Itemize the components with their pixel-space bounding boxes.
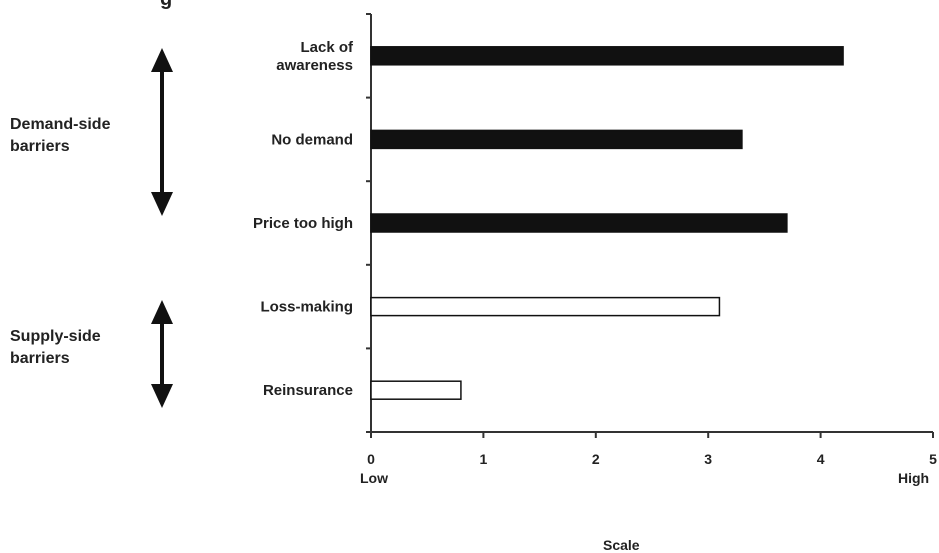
x-tick-label: 5 [929, 451, 937, 467]
arrow-head-up [151, 300, 173, 324]
low-end-label: Low [360, 470, 388, 486]
x-tick-labels: 0 1 2 3 4 5 [367, 451, 937, 467]
chart-bars [370, 46, 844, 400]
category-label: Price too high [253, 215, 353, 232]
x-tick-label: 4 [817, 451, 825, 467]
demand-side-group-label: Demand-side barriers [10, 116, 111, 155]
x-tick-label: 2 [592, 451, 600, 467]
x-tick-label: 1 [480, 451, 488, 467]
demand-double-arrow-icon [151, 48, 173, 216]
bar-price-too-high [370, 213, 788, 233]
high-end-label: High [898, 470, 930, 486]
category-label: Loss-making [260, 299, 353, 316]
arrow-head-down [151, 192, 173, 216]
category-label: Reinsurance [263, 382, 353, 399]
category-label: Lack of awareness [276, 39, 354, 74]
arrow-head-up [151, 48, 173, 72]
bar-no-demand [370, 129, 743, 150]
x-tick-label: 3 [704, 451, 712, 467]
arrow-head-down [151, 384, 173, 408]
x-axis-title: Scale [603, 537, 640, 553]
supply-double-arrow-icon [151, 300, 173, 408]
x-tick-label: 0 [367, 451, 375, 467]
top-title-fragment: g [160, 0, 172, 11]
bar-reinsurance [370, 380, 462, 400]
bar-loss-making [370, 296, 721, 317]
category-labels: Lack of awareness No demand Price too high L… [253, 39, 354, 399]
bar-lack-of-awareness [370, 46, 844, 66]
supply-side-group-label: Supply-side barriers [10, 328, 101, 367]
group-arrows [151, 48, 173, 408]
category-label: No demand [271, 131, 353, 148]
